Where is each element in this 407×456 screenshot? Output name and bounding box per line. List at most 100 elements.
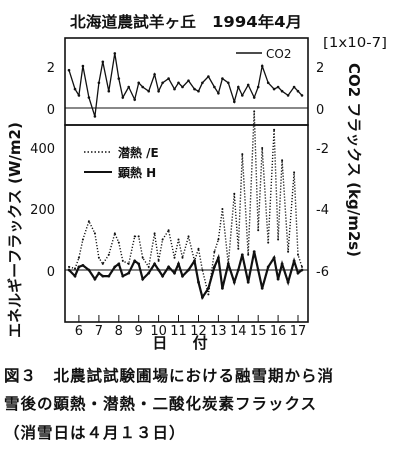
latent-heat-point — [201, 269, 204, 271]
ytick-right-2: 2 — [316, 61, 324, 76]
latent-heat-point — [247, 253, 250, 256]
latent-heat-point — [233, 192, 236, 195]
latent-heat-point — [68, 265, 70, 268]
latent-heat-point — [107, 253, 110, 256]
sensible-heat-point — [276, 277, 280, 281]
energy-axis-title: エネルギーフラックス (W/m2) — [6, 122, 24, 338]
sensible-heat-point — [117, 262, 121, 266]
latent-heat-point — [277, 238, 280, 241]
latent-heat-point — [133, 235, 136, 238]
sensible-heat-point — [260, 286, 264, 290]
co2-point — [133, 98, 136, 101]
latent-heat-point — [213, 250, 216, 253]
co2-point — [286, 94, 290, 97]
sensible-heat-point — [161, 274, 165, 278]
latent-heat-point — [297, 253, 299, 256]
sensible-heat-point — [87, 268, 91, 272]
station-title: 北海道農試羊ヶ丘 — [70, 13, 196, 31]
co2-point — [101, 60, 105, 64]
x-tick-label: 12 — [190, 324, 207, 339]
latent-heat-point — [113, 232, 116, 235]
co2-point — [107, 89, 111, 93]
latent-heat-point — [81, 238, 84, 241]
sensible-heat-point — [286, 280, 290, 284]
x-tick-label: 11 — [170, 324, 187, 339]
latent-heat-point — [93, 232, 96, 235]
legend-latent-label: 潜熱 /E — [118, 145, 159, 160]
co2-point — [296, 89, 300, 93]
co2-point — [280, 89, 284, 93]
latent-heat-point — [237, 247, 240, 250]
sensible-heat-point — [256, 268, 260, 272]
co2-point — [113, 52, 117, 55]
series-co2-line — [68, 53, 303, 117]
co2-point — [187, 79, 190, 82]
sensible-heat-point — [300, 268, 304, 272]
sensible-heat-point — [141, 277, 145, 281]
co2-point — [237, 85, 240, 89]
co2-point — [197, 89, 200, 93]
ytick-right-0: 0 — [316, 103, 324, 118]
sensible-heat-point — [97, 271, 101, 275]
co2-point — [137, 81, 140, 85]
co2-series-layer — [67, 52, 304, 118]
co2-point — [256, 85, 260, 89]
x-tick-label: 13 — [210, 324, 227, 339]
latent-heat-point — [293, 171, 296, 174]
legend-co2-label: CO2 — [266, 47, 291, 61]
sensible-heat-point — [226, 262, 230, 266]
sensible-heat-point — [207, 286, 210, 290]
sensible-heat-point — [77, 265, 81, 269]
x-tick-label: 7 — [95, 324, 103, 339]
sensible-heat-point — [173, 271, 176, 275]
co2-point — [93, 115, 97, 118]
co2-scale-note: [1x10-7] — [323, 36, 387, 51]
co2-axis-title: CO2 フラックス (kg/m2s) — [345, 63, 363, 257]
latent-heat-point — [137, 235, 140, 238]
sensible-heat-point — [217, 256, 220, 260]
latent-heat-point — [197, 247, 200, 250]
co2-point — [241, 94, 244, 97]
latent-heat-point — [153, 232, 156, 235]
co2-point — [272, 87, 276, 91]
latent-heat-point — [253, 110, 256, 113]
sensible-heat-point — [101, 274, 105, 278]
co2-point — [233, 100, 236, 103]
x-tick-label: 17 — [290, 324, 307, 339]
ytick-right-neg6: -6 — [316, 265, 329, 280]
sensible-heat-point — [232, 280, 236, 284]
sensible-heat-point — [246, 280, 250, 284]
sensible-heat-point — [201, 296, 204, 299]
sensible-heat-point — [193, 259, 196, 263]
latent-heat-point — [207, 293, 210, 296]
latent-heat-point — [241, 153, 244, 156]
latent-heat-point — [77, 256, 80, 259]
latent-heat-point — [281, 159, 284, 162]
series-sensible-heat-line — [68, 251, 303, 301]
latent-heat-point — [101, 262, 104, 265]
co2-point — [193, 87, 196, 91]
co2-point — [127, 85, 130, 89]
latent-heat-point — [121, 259, 124, 262]
co2-point — [266, 81, 270, 85]
co2-point — [77, 94, 81, 97]
sensible-heat-point — [292, 259, 296, 263]
sensible-heat-point — [266, 265, 270, 269]
sensible-heat-point — [197, 280, 200, 284]
ytick-co2-0: 0 — [47, 103, 55, 118]
co2-point — [177, 81, 180, 85]
energy-plot-frame — [64, 124, 309, 323]
co2-point — [81, 64, 85, 68]
ytick-co2-2: 2 — [47, 61, 55, 76]
co2-point — [153, 73, 156, 76]
latent-heat-point — [147, 265, 150, 268]
latent-heat-point — [117, 241, 120, 244]
sensible-heat-point — [93, 277, 97, 281]
sensible-heat-point — [181, 274, 184, 278]
sensible-heat-point — [240, 253, 244, 257]
latent-heat-point — [74, 267, 76, 270]
co2-point — [207, 75, 210, 78]
latent-heat-point — [217, 238, 220, 241]
sensible-heat-point — [153, 262, 157, 266]
